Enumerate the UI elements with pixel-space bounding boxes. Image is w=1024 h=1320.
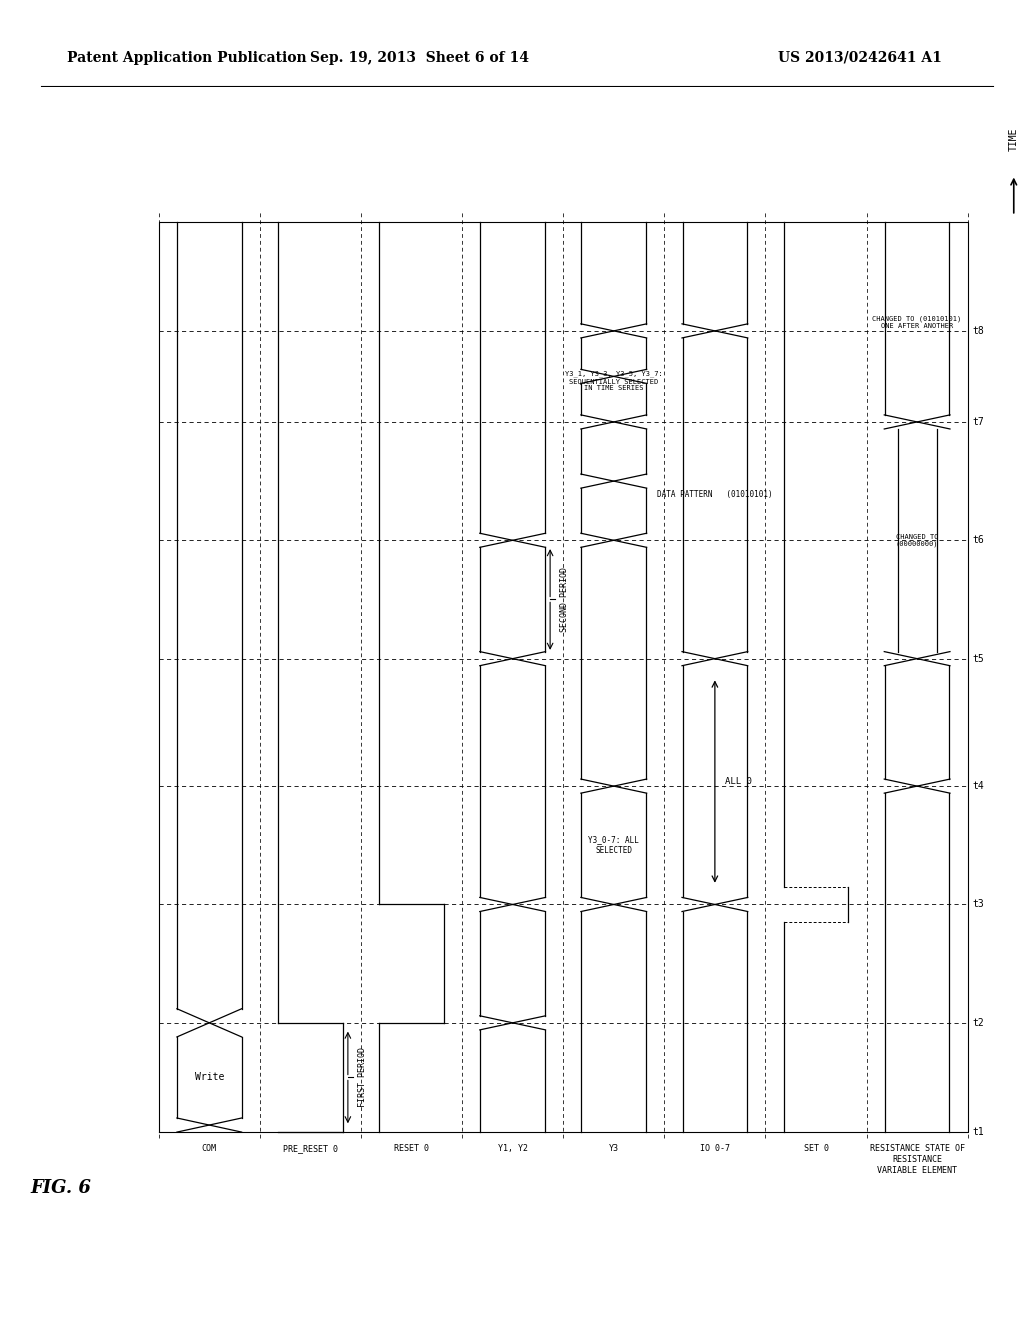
Text: US 2013/0242641 A1: US 2013/0242641 A1 bbox=[778, 50, 942, 65]
Text: DATA PATTERN   (01010101): DATA PATTERN (01010101) bbox=[657, 490, 773, 499]
Text: t8: t8 bbox=[973, 326, 984, 335]
Text: SET 0: SET 0 bbox=[804, 1144, 828, 1152]
Text: t3: t3 bbox=[973, 899, 984, 909]
Text: TIME: TIME bbox=[1009, 128, 1019, 150]
Text: CHANGED TO (01010101)
ONE AFTER ANOTHER: CHANGED TO (01010101) ONE AFTER ANOTHER bbox=[872, 315, 962, 329]
Text: ALL 0: ALL 0 bbox=[725, 777, 752, 787]
Text: Y3_1, Y3_3, Y3_5, Y3_7:
SEQUENTIALLY SELECTED
IN TIME SERIES: Y3_1, Y3_3, Y3_5, Y3_7: SEQUENTIALLY SEL… bbox=[565, 371, 663, 391]
Text: t5: t5 bbox=[973, 653, 984, 664]
Text: t2: t2 bbox=[973, 1018, 984, 1028]
Text: Y3_0-7: ALL
SELECTED: Y3_0-7: ALL SELECTED bbox=[589, 836, 639, 855]
Text: PRE_RESET 0: PRE_RESET 0 bbox=[283, 1144, 338, 1152]
Text: SECOND PERIOD: SECOND PERIOD bbox=[560, 568, 569, 632]
Text: t1: t1 bbox=[973, 1127, 984, 1137]
Text: Write: Write bbox=[195, 1072, 224, 1082]
Text: Y3: Y3 bbox=[608, 1144, 618, 1152]
Text: Y1, Y2: Y1, Y2 bbox=[498, 1144, 527, 1152]
Text: t4: t4 bbox=[973, 781, 984, 791]
Text: t6: t6 bbox=[973, 536, 984, 545]
Text: Patent Application Publication: Patent Application Publication bbox=[67, 50, 306, 65]
Text: COM: COM bbox=[202, 1144, 217, 1152]
Text: FIG. 6: FIG. 6 bbox=[31, 1179, 91, 1197]
Text: IO 0-7: IO 0-7 bbox=[699, 1144, 730, 1152]
Text: CHANGED TO
(00000000): CHANGED TO (00000000) bbox=[896, 533, 938, 546]
Text: RESET 0: RESET 0 bbox=[394, 1144, 429, 1152]
Text: Sep. 19, 2013  Sheet 6 of 14: Sep. 19, 2013 Sheet 6 of 14 bbox=[310, 50, 529, 65]
Text: FIRST PERIOD: FIRST PERIOD bbox=[358, 1048, 368, 1107]
Text: t7: t7 bbox=[973, 417, 984, 426]
Text: RESISTANCE STATE OF
RESISTANCE
VARIABLE ELEMENT: RESISTANCE STATE OF RESISTANCE VARIABLE … bbox=[869, 1144, 965, 1175]
